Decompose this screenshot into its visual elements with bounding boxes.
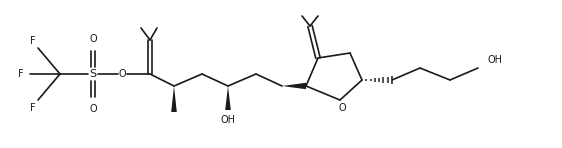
Text: O: O bbox=[89, 34, 97, 44]
Text: F: F bbox=[30, 103, 36, 113]
Text: S: S bbox=[89, 69, 97, 79]
Text: O: O bbox=[338, 103, 346, 113]
Text: O: O bbox=[89, 104, 97, 114]
Text: OH: OH bbox=[488, 55, 503, 65]
Text: F: F bbox=[30, 36, 36, 46]
Polygon shape bbox=[171, 86, 177, 112]
Text: F: F bbox=[18, 69, 24, 79]
Text: O: O bbox=[118, 69, 126, 79]
Polygon shape bbox=[282, 83, 306, 89]
Polygon shape bbox=[225, 86, 231, 110]
Text: OH: OH bbox=[220, 115, 235, 125]
